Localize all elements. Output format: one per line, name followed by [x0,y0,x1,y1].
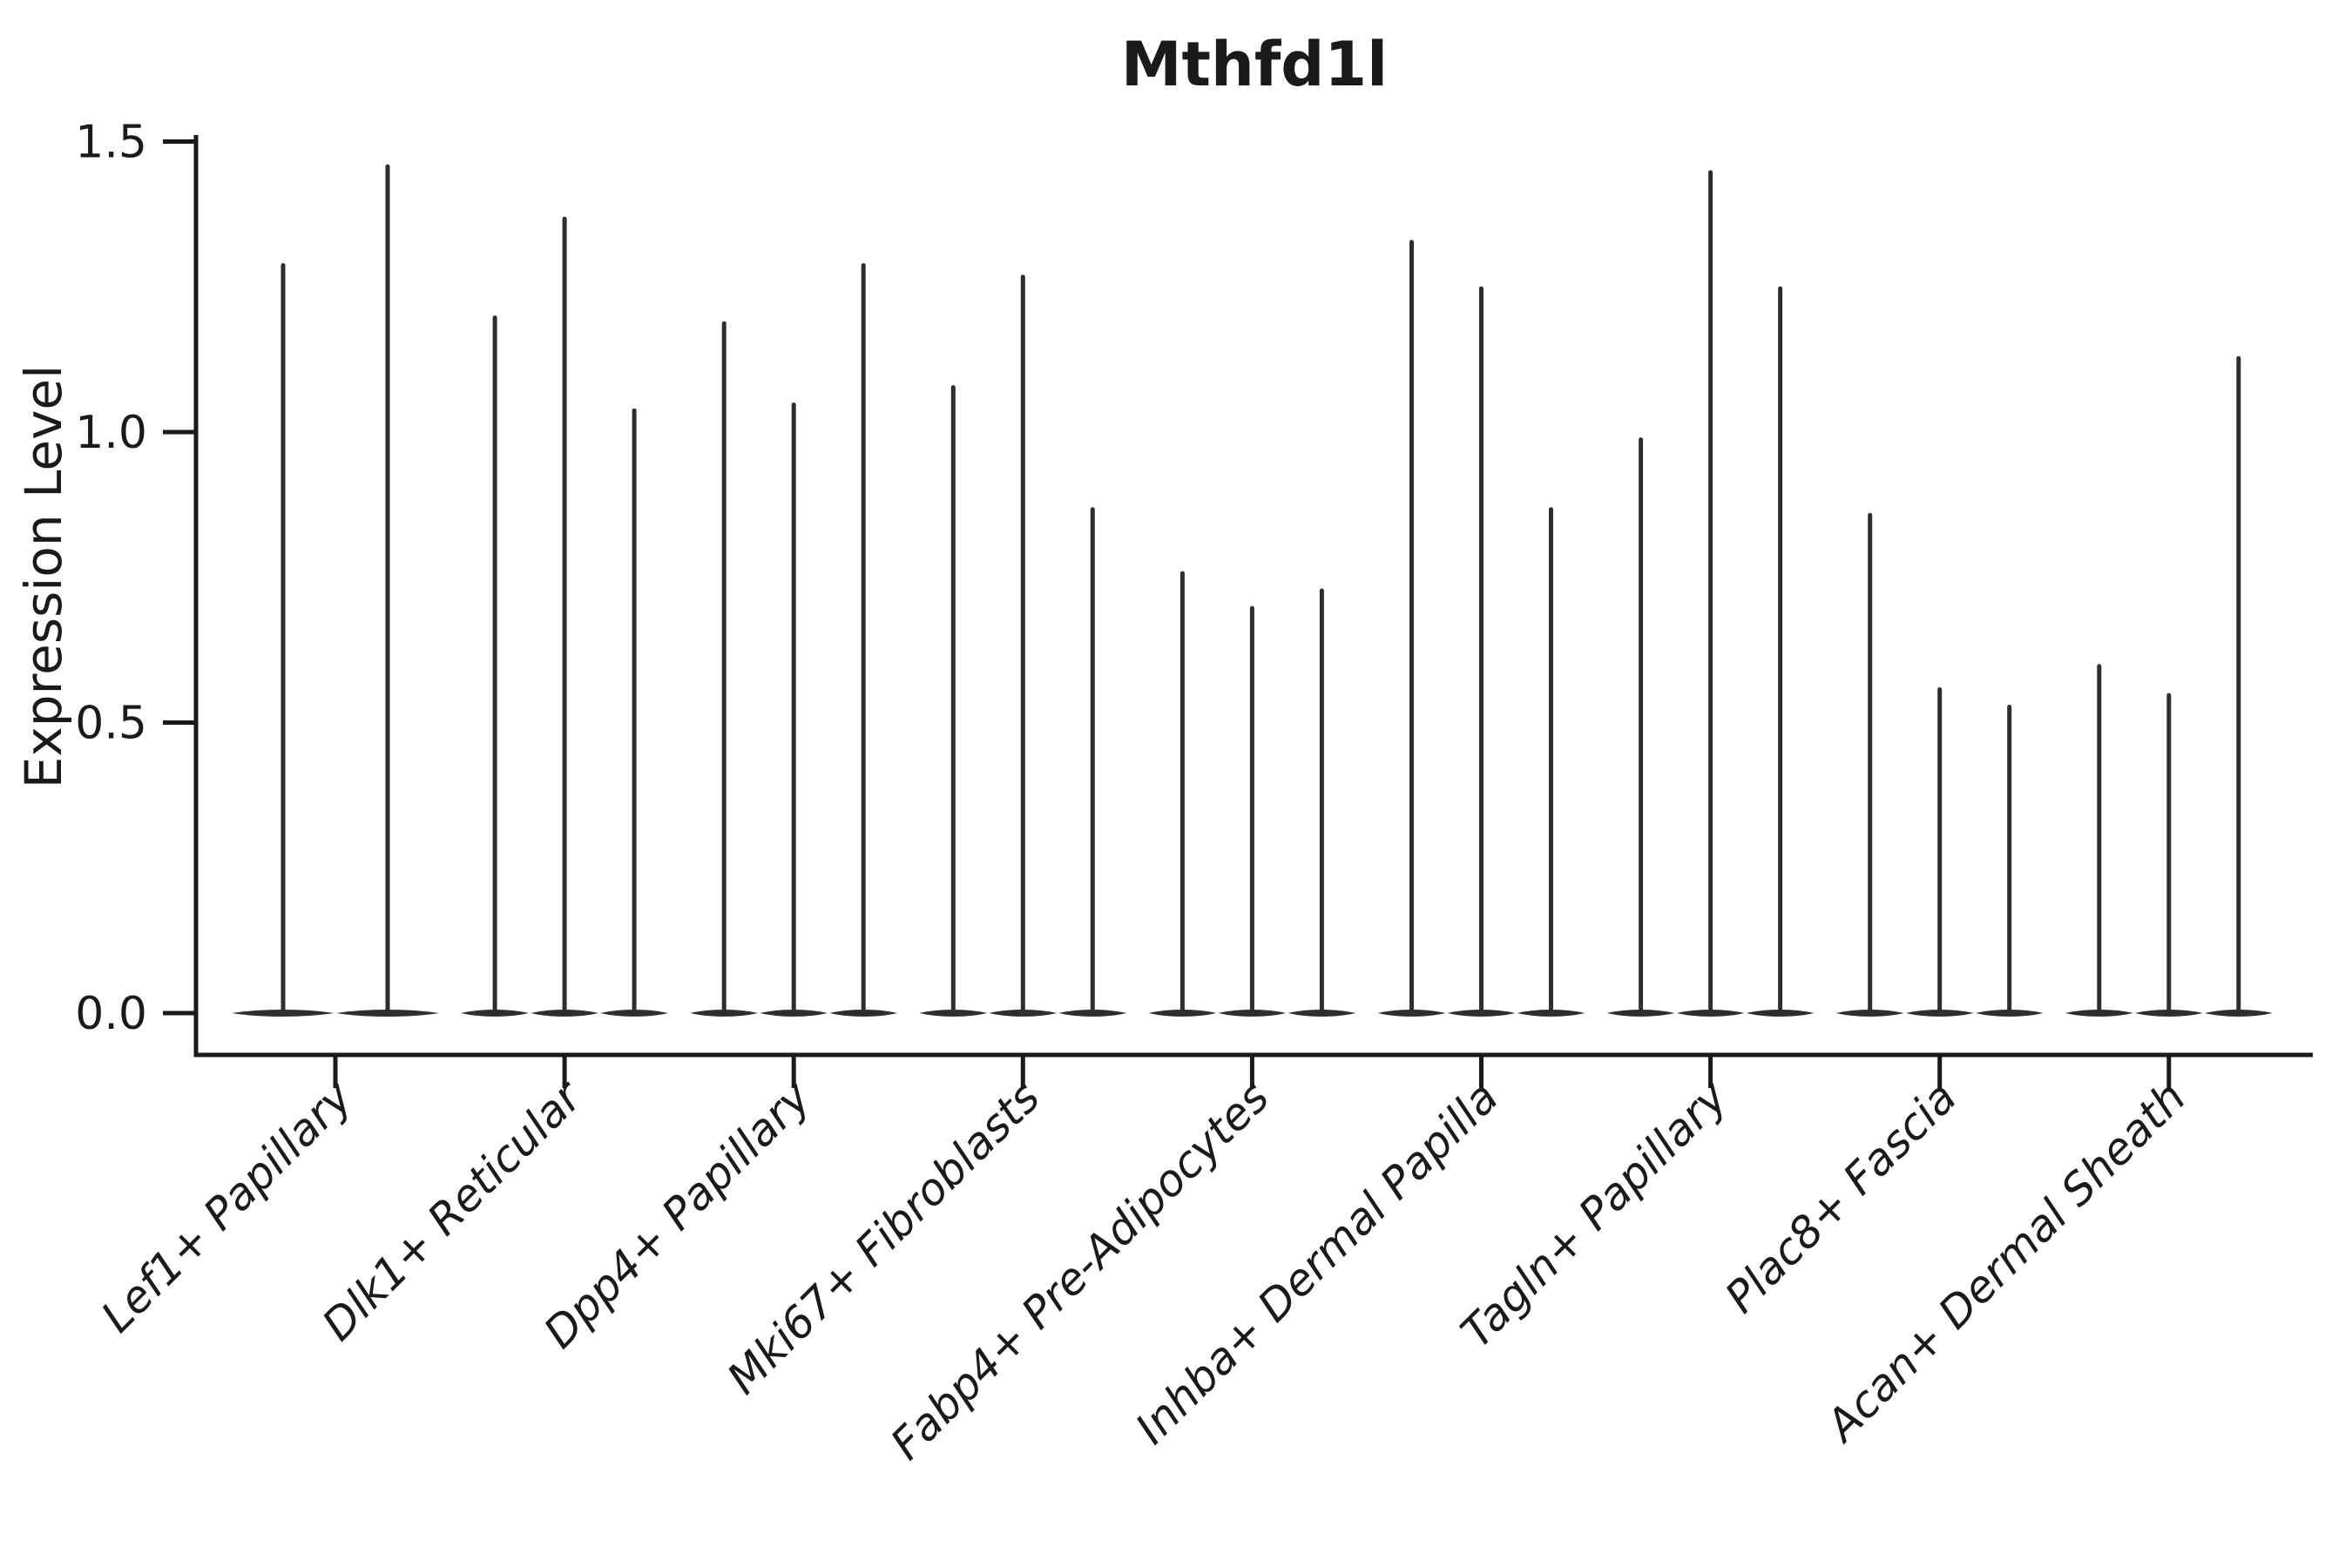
chart-title: Mthfd1l [1121,29,1388,100]
violin-group-3 [690,263,898,1017]
violin-group-4 [919,274,1127,1017]
violin-group-5 [1148,571,1356,1017]
violin-group-7 [1606,170,1815,1017]
x-tick-label: Acan+ Dermal Sheath [1815,1071,2195,1452]
violin-group-9 [2065,355,2273,1017]
x-tick-label: Fabp4+ Pre-Adipocytes [881,1071,1279,1470]
violins-group [232,164,2273,1017]
violin-group-8 [1835,512,2044,1017]
x-tick-label: Lef1+ Papillary [91,1071,362,1342]
y-tick-label: 0.0 [75,988,147,1040]
y-tick-label: 0.5 [75,698,147,750]
x-tick-label: Plac8+ Fascia [1715,1071,1966,1322]
x-tick-label: Inhba+ Dermal Papilla [1126,1071,1508,1453]
violin-group-1 [232,164,439,1017]
y-tick-label: 1.5 [75,117,147,169]
y-tick-label: 1.0 [75,407,147,459]
violin-group-6 [1377,240,1585,1017]
violin-group-2 [461,216,669,1017]
y-axis-label: Expression Level [14,365,73,788]
